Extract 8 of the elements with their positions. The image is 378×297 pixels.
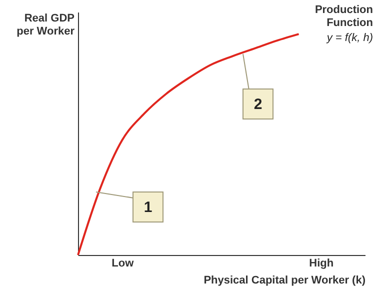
annotation: 1 [144,199,152,216]
x-axis-title: Physical Capital per Worker (k) [204,274,366,286]
y-axis-title: Real GDP per Worker [16,12,76,38]
x-tick-label: Low [112,258,134,270]
annotation: 2 [254,96,262,113]
x-tick-label: High [309,258,334,270]
series-label: Production Function [314,4,374,29]
annotation: y = f(k, h) [326,32,374,44]
